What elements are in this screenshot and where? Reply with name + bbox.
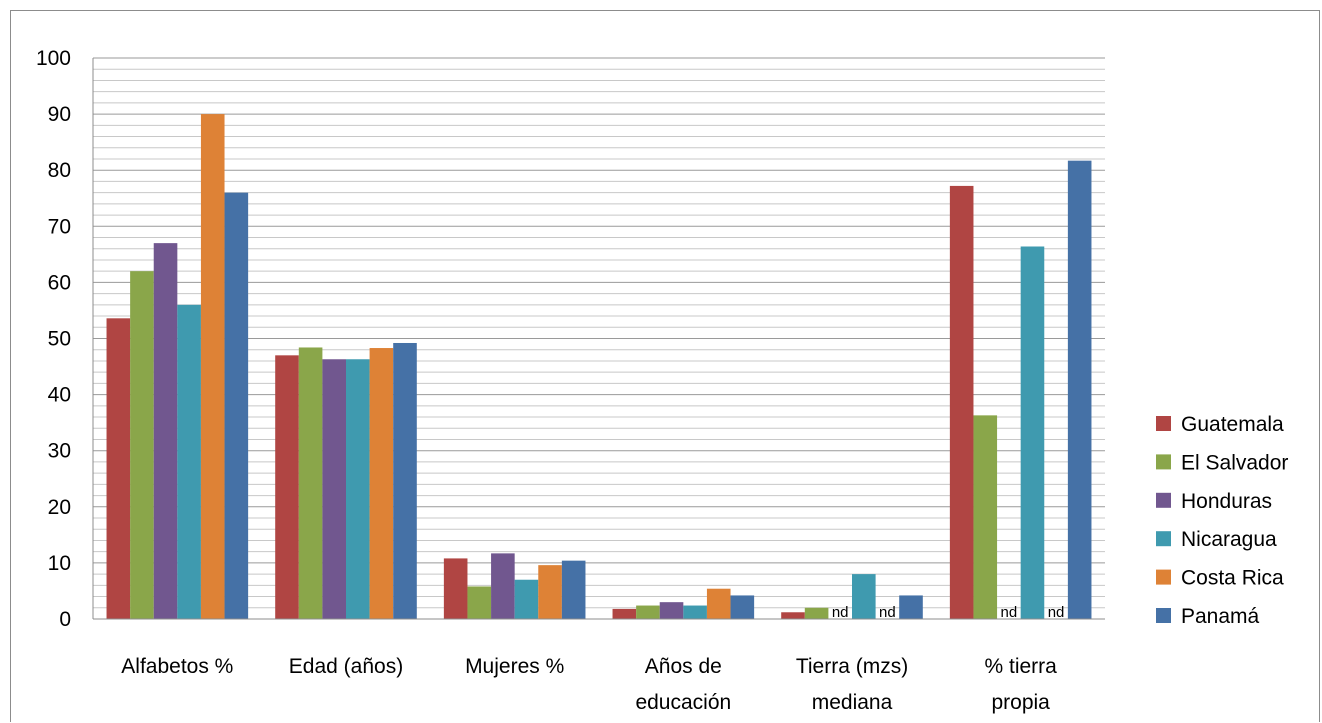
x-category-label: propia [991,691,1050,714]
y-tick-label: 30 [48,440,71,463]
bar [561,560,586,619]
legend-swatch [1156,531,1171,547]
missing-data-label: nd [1048,604,1065,621]
bar [346,359,370,619]
y-tick-label: 60 [48,271,71,294]
bar [106,318,131,619]
y-tick-label: 50 [48,328,71,351]
bar [730,595,755,619]
bar [369,348,394,619]
bar [1067,160,1092,619]
bar [514,579,539,619]
legend-label: Costa Rica [1181,567,1284,590]
bar [949,185,974,619]
y-tick-label: 80 [48,159,71,182]
missing-data-label: nd [1001,604,1018,621]
bar [491,553,515,619]
y-tick-label: 70 [48,215,71,238]
y-tick-label: 20 [48,496,71,519]
missing-data-label: nd [832,604,849,621]
bar [177,304,201,619]
x-category-label: mediana [812,691,893,714]
bar [659,602,684,619]
legend-swatch [1156,454,1171,470]
y-tick-label: 40 [48,384,71,407]
x-category-label: Tierra (mzs) [796,655,908,678]
bar [683,605,707,619]
legend-label: Nicaragua [1181,528,1277,551]
legend-label: Panamá [1181,605,1260,628]
bar [275,355,299,619]
legend-label: Honduras [1181,490,1272,513]
x-category-label: educación [635,691,731,714]
bar [852,574,876,619]
y-tick-label: 10 [48,552,71,575]
chart-frame [10,10,1320,722]
bar [153,243,178,619]
x-category-label: Edad (años) [289,655,403,678]
bar [467,586,492,619]
bar [443,558,468,619]
bar [200,114,225,619]
x-category-label: % tierra [984,655,1057,678]
bar [130,271,154,619]
missing-data-label: nd [879,604,896,621]
bar [298,347,323,619]
bar [706,588,731,619]
y-tick-label: 0 [59,608,71,631]
x-category-label: Mujeres % [465,655,564,678]
legend-label: Guatemala [1181,413,1284,436]
bar [804,607,829,619]
bar [973,415,998,619]
bar [224,192,249,619]
x-category-label: Años de [645,655,722,678]
bar [393,342,417,619]
bar [899,595,923,619]
legend-swatch [1156,569,1171,585]
legend-swatch [1156,416,1171,431]
bar [612,608,637,619]
y-tick-label: 90 [48,103,71,126]
bar [1020,246,1045,619]
y-tick-label: 100 [36,47,71,70]
x-category-label: Alfabetos % [121,655,233,678]
legend-swatch [1156,608,1171,623]
legend-swatch [1156,492,1171,508]
bar [322,359,346,619]
bar [636,605,660,619]
bar [781,612,805,619]
legend-label: El Salvador [1181,451,1288,474]
bar [538,565,562,619]
